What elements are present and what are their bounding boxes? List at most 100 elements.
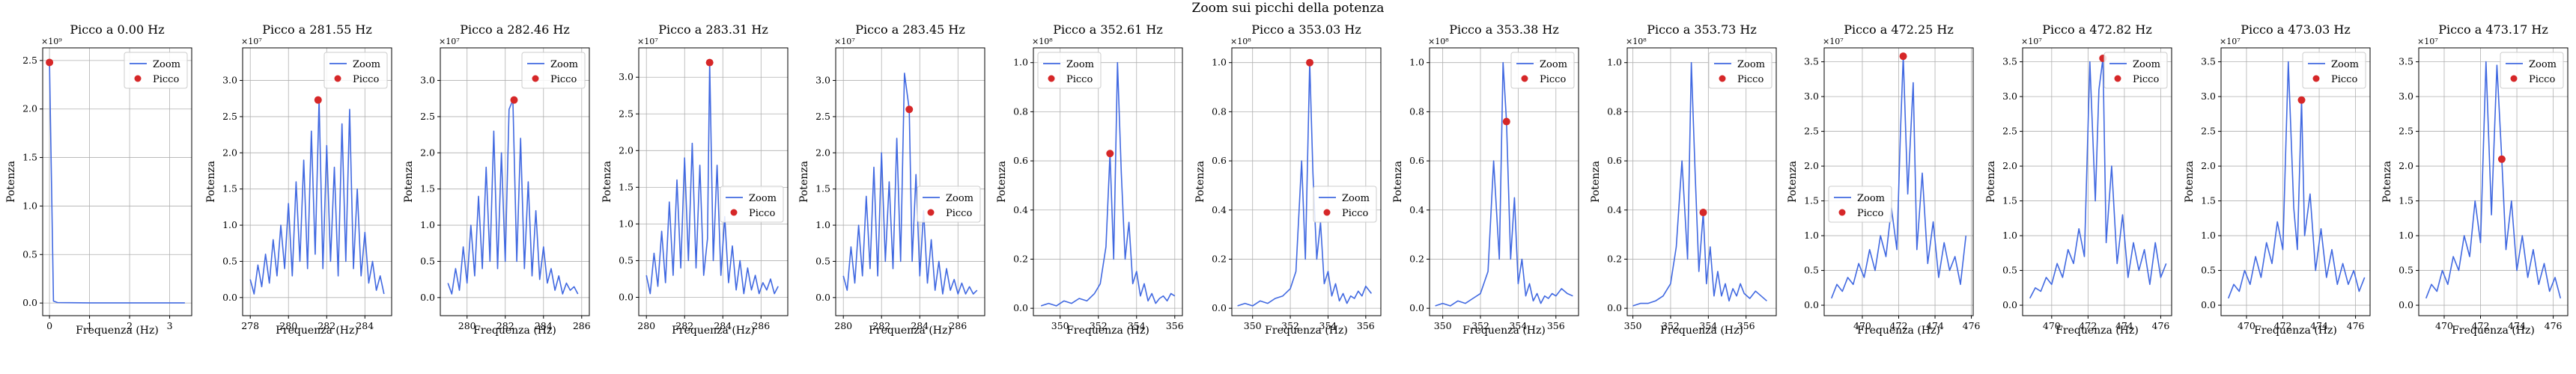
x-axis-label: Frequenza (Hz) (1660, 325, 1743, 337)
subplot-6: 350 352 354 356 0.0 0.2 0.4 0.6 0.8 1.0 ×10⁸Picco … (996, 22, 1184, 337)
x-tick-label: 352 (1090, 320, 1108, 331)
x-tick-label: 350 (1051, 320, 1069, 331)
subplot-title: Picco a 353.73 Hz (1647, 22, 1757, 37)
y-tick-label: 2.0 (222, 147, 237, 158)
peak-marker (1899, 52, 1907, 61)
y-axis-label: Potenza (1787, 161, 1799, 203)
y-tick-label: 2.5 (420, 111, 435, 122)
subplot-title: Picco a 0.00 Hz (70, 22, 164, 37)
y-offset-label: ×10⁷ (1823, 37, 1844, 46)
x-tick-label: 474 (2508, 320, 2526, 331)
y-tick-label: 1.0 (1409, 57, 1424, 68)
x-tick-label: 470 (2238, 320, 2255, 331)
y-tick-label: 3.5 (2399, 56, 2414, 67)
y-tick-label: 0.4 (1212, 204, 1227, 215)
subplot-title: Picco a 472.25 Hz (1844, 22, 1954, 37)
x-tick-label: 352 (1662, 320, 1680, 331)
y-tick-label: 1.0 (1607, 57, 1622, 68)
peak-marker (705, 58, 714, 67)
legend-label-picco: Picco (2331, 74, 2357, 85)
legend-label-picco: Picco (2133, 74, 2159, 85)
x-tick-label: 356 (1357, 320, 1375, 331)
y-offset-label: ×10⁸ (1032, 37, 1053, 46)
legend-label-picco: Picco (1540, 74, 1566, 85)
y-tick-label: 0.8 (1607, 105, 1622, 117)
zoom-series-line (1830, 55, 1967, 299)
y-tick-label: 0.5 (420, 255, 435, 266)
y-tick-label: 1.0 (815, 219, 830, 230)
x-tick-label: 476 (2545, 320, 2563, 331)
y-offset-label: ×10⁷ (2021, 37, 2042, 46)
y-tick-label: 0.5 (22, 248, 37, 260)
subplot-2: 278 280 282 2840.00.51.01.52.02.53.0×10⁷Pic… (205, 22, 392, 337)
y-tick-label: 0.2 (1409, 253, 1424, 264)
y-tick-label: 1.5 (619, 181, 634, 192)
legend-label-picco: Picco (1342, 208, 1368, 219)
peak-marker (1699, 209, 1707, 217)
x-tick-label: 476 (2347, 320, 2365, 331)
x-tick-label: 284 (714, 320, 732, 331)
y-tick-label: 3.0 (2399, 91, 2414, 102)
legend: Zoom Picco (1708, 52, 1772, 89)
y-offset-label: ×10⁷ (637, 37, 658, 46)
x-axis-label: Frequenza (Hz) (869, 325, 952, 337)
y-tick-label: 0.5 (2002, 265, 2017, 276)
y-tick-label: 0.0 (2201, 299, 2216, 310)
subplot-1: 0 1 2 3 0.0 0.5 1.0 1.5 2.0 2.5 ×10⁹ Picco a 0.00 H… (5, 22, 192, 337)
subplot-5: 280 282 284 2860.00.51.01.52.02.53.0×10⁷Pic… (798, 22, 985, 337)
y-tick-label: 0.6 (1013, 155, 1028, 166)
y-tick-label: 3.0 (1804, 91, 1819, 102)
axes-frame (2220, 47, 2371, 316)
y-tick-label: 3.0 (2002, 91, 2017, 102)
x-tick-label: 470 (2435, 320, 2453, 331)
y-tick-label: 1.5 (815, 183, 830, 194)
subplot-4: 280 282 284 2860.00.51.01.52.02.53.0×10⁷Pic… (601, 22, 789, 337)
y-tick-label: 1.0 (1804, 230, 1819, 241)
y-tick-label: 0.0 (22, 297, 37, 308)
y-axis-label: Potenza (2381, 161, 2393, 203)
y-tick-label: 1.5 (2002, 195, 2017, 206)
zoom-series-line (1237, 61, 1373, 307)
legend-label-picco: Picco (946, 208, 972, 219)
legend: Zoom Picco (1037, 52, 1102, 89)
peak-marker (1106, 150, 1114, 158)
y-tick-label: 2.5 (22, 55, 37, 66)
x-axis-label: Frequenza (Hz) (1265, 325, 1348, 337)
y-tick-label: 0.5 (2399, 265, 2414, 276)
x-tick-label: 356 (1547, 320, 1565, 331)
x-tick-label: 354 (1319, 320, 1337, 331)
x-axis-label: Frequenza (Hz) (2254, 325, 2337, 337)
y-tick-label: 2.0 (2399, 160, 2414, 171)
subplot-title: Picco a 353.38 Hz (1449, 22, 1559, 37)
legend-label-picco: Picco (2529, 74, 2555, 85)
x-tick-label: 350 (1624, 320, 1642, 331)
y-tick-label: 2.5 (222, 111, 237, 122)
y-tick-label: 2.5 (619, 108, 634, 119)
x-tick-label: 280 (458, 320, 476, 331)
y-tick-label: 1.5 (420, 183, 435, 194)
subplot-title: Picco a 283.31 Hz (658, 22, 768, 37)
y-tick-label: 1.0 (2002, 230, 2017, 241)
axes-frame (440, 47, 590, 316)
legend-marker-swatch (532, 75, 539, 82)
x-tick-label: 470 (2043, 320, 2061, 331)
axes-frame (2418, 47, 2569, 316)
x-tick-label: 472 (1890, 320, 1908, 331)
y-tick-label: 2.5 (815, 111, 830, 122)
x-tick-label: 284 (356, 320, 374, 331)
y-tick-label: 3.0 (815, 75, 830, 86)
y-tick-label: 3.0 (2201, 91, 2216, 102)
axes-frame (2022, 47, 2172, 316)
x-tick-label: 280 (279, 320, 297, 331)
x-tick-label: 282 (872, 320, 890, 331)
y-tick-label: 0.4 (1607, 204, 1622, 215)
y-tick-label: 0.5 (2201, 265, 2216, 276)
y-offset-label: ×10⁷ (2417, 37, 2438, 46)
peak-marker (2497, 155, 2506, 163)
x-tick-label: 1 (87, 320, 93, 331)
x-tick-label: 470 (1853, 320, 1871, 331)
y-axis-label: Potenza (1392, 161, 1404, 203)
legend-marker-swatch (1048, 75, 1055, 82)
y-tick-label: 0.8 (1212, 105, 1227, 117)
